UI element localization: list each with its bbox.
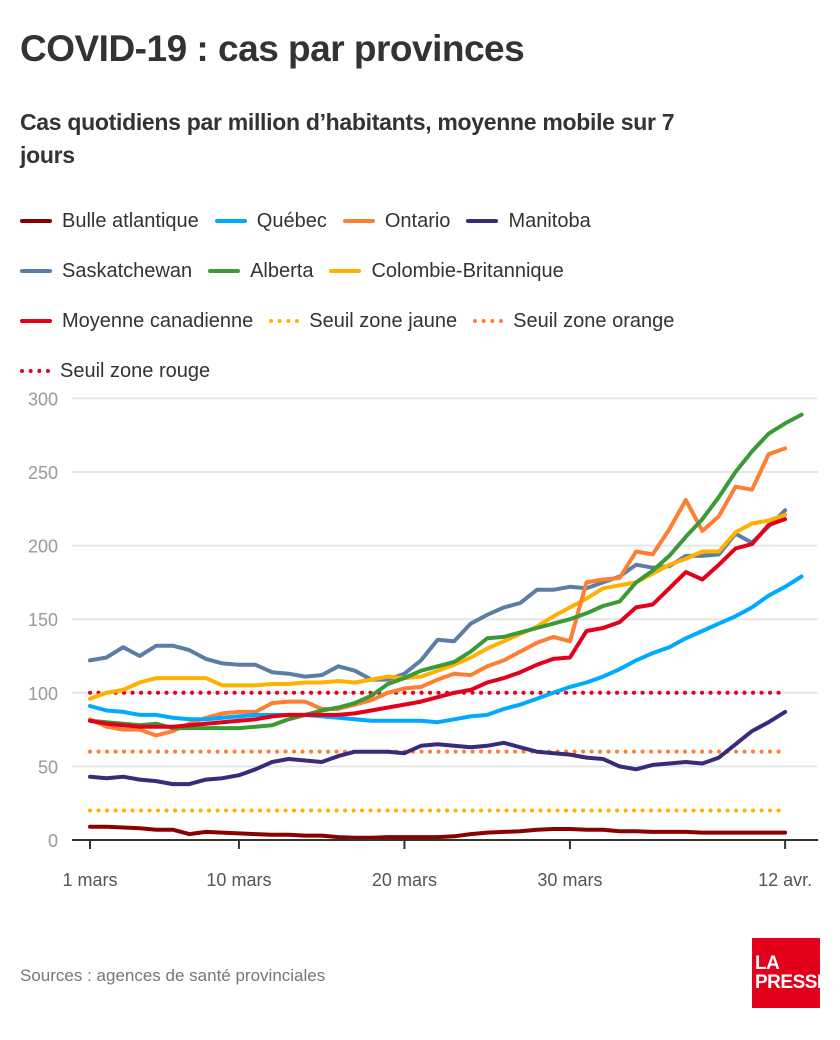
- legend-label: Moyenne canadienne: [62, 309, 254, 332]
- legend-item-moyenne-canadienne: Moyenne canadienne: [20, 310, 253, 333]
- y-tick-label: 200: [28, 537, 58, 557]
- legend-item-seuil-zone-rouge: Seuil zone rouge: [20, 360, 210, 383]
- legend-swatch: [208, 269, 241, 273]
- y-tick-label: 100: [28, 684, 58, 704]
- legend-label: Seuil zone jaune: [309, 309, 458, 332]
- legend-swatch: [20, 269, 52, 273]
- legend-item-alberta: Alberta: [208, 260, 313, 283]
- x-tick-label: 12 avr.: [758, 870, 812, 890]
- series-line-bulle-atlantique: [88, 824, 788, 840]
- y-tick-label: 250: [28, 463, 58, 483]
- legend-label: Colombie-Britannique: [371, 259, 564, 282]
- legend-swatch: [473, 319, 504, 323]
- legend-item-manitoba: Manitoba: [466, 209, 591, 233]
- legend-label: Ontario: [384, 209, 451, 232]
- x-tick-label: 10 mars: [206, 870, 271, 890]
- x-tick-label: 1 mars: [62, 870, 117, 890]
- legend-swatch: [466, 219, 499, 223]
- legend-swatch: [20, 219, 52, 223]
- legend-item-saskatchewan: Saskatchewan: [20, 260, 192, 283]
- la-presse-logo: LA PRESSE: [752, 938, 830, 1008]
- legend-row: Moyenne canadienne Seuil zone jaune Seuil …: [20, 296, 820, 346]
- legend-label: Seuil zone orange: [513, 309, 675, 332]
- legend-label: Seuil zone rouge: [60, 359, 211, 382]
- legend-item-ontario: Ontario: [342, 209, 451, 233]
- logo-line-1: LA: [755, 953, 780, 974]
- series-line-saskatchewan: [88, 508, 788, 682]
- series-line-moyenne-canadienne: [88, 517, 788, 729]
- chart-title: COVID-19 : cas par provinces: [20, 28, 525, 69]
- legend-swatch: [20, 319, 52, 323]
- legend-swatch: [342, 219, 375, 223]
- series-line-alberta: [88, 412, 804, 731]
- legend: Bulle atlantique Québec Ontario Manitoba Sas…: [20, 196, 820, 396]
- y-tick-label: 150: [28, 610, 58, 630]
- legend-label: Québec: [256, 209, 327, 232]
- legend-swatch: [214, 219, 247, 223]
- series-line-manitoba: [88, 709, 788, 787]
- legend-item-bulle-atlantique: Bulle atlantique: [20, 210, 199, 233]
- legend-swatch: [329, 269, 362, 273]
- legend-label: Bulle atlantique: [62, 209, 199, 232]
- legend-item-quebec: Québec: [214, 209, 327, 233]
- legend-item-seuil-zone-jaune: Seuil zone jaune: [269, 310, 457, 333]
- legend-label: Manitoba: [508, 209, 591, 232]
- y-tick-label: 50: [38, 757, 58, 777]
- series-line-quebec: [88, 574, 804, 725]
- legend-item-colombie-britannique: Colombie-Britannique: [329, 259, 564, 283]
- series-line-colombie-britannique: [88, 512, 788, 701]
- chart-subtitle: Cas quotidiens par million d’habitants, …: [20, 109, 675, 168]
- legend-swatch: [269, 319, 300, 323]
- y-tick-label: 300: [28, 389, 58, 409]
- line-chart: 0 50 100 150 200 250 300 1 mars 10 mars 20 mars 30…: [28, 389, 818, 890]
- source-note: Sources : agences de santé provinciales: [20, 966, 326, 985]
- legend-label: Saskatchewan: [62, 259, 193, 282]
- legend-row: Saskatchewan Alberta Colombie-Britannique: [20, 246, 820, 296]
- y-tick-label: 0: [48, 831, 58, 851]
- x-tick-label: 30 mars: [537, 870, 602, 890]
- x-tick-label: 20 mars: [372, 870, 437, 890]
- legend-item-seuil-zone-orange: Seuil zone orange: [473, 310, 674, 333]
- legend-row: Seuil zone rouge: [20, 346, 820, 396]
- legend-row: Bulle atlantique Québec Ontario Manitoba: [20, 196, 820, 246]
- legend-swatch: [20, 369, 50, 373]
- logo-line-2: PRESSE: [755, 972, 830, 993]
- legend-label: Alberta: [250, 259, 314, 282]
